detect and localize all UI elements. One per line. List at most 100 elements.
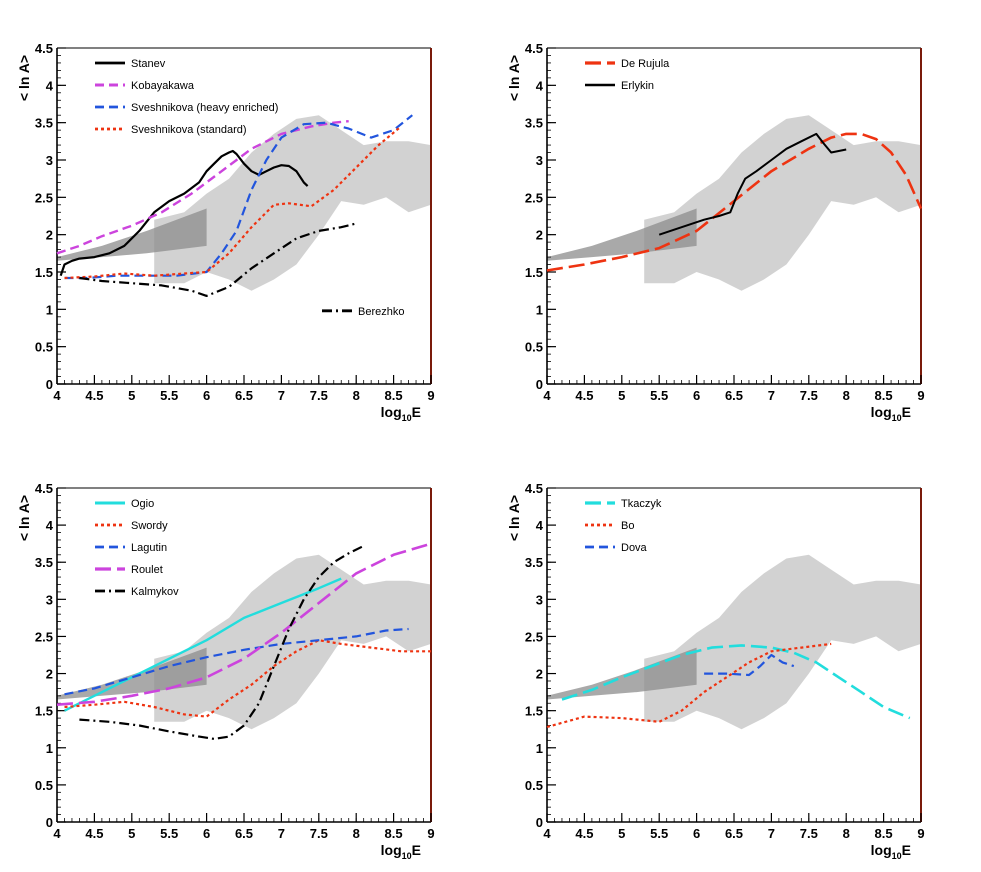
legend-label: Dova xyxy=(621,542,648,554)
x-axis-title-tail: E xyxy=(902,404,911,420)
x-tick-label: 5.5 xyxy=(160,826,178,841)
series-line-de-rujula xyxy=(546,132,923,272)
x-tick-label: 5 xyxy=(128,388,135,403)
panel-top-right: 0 0.5 1 1.5 2 2.5 3 3.5 4 4.5 4 4.5 5 5.5 6 6.5 7 7.5 8 8.5… xyxy=(506,41,925,423)
y-tick-label: 1 xyxy=(46,741,53,756)
panel-top-left: 0 0.5 1 1.5 2 2.5 3 3.5 4 4.5 4 4.5 5 5.5 6 6.5 7 7.5 8 8.5… xyxy=(16,41,435,423)
x-axis-title-main: log xyxy=(381,842,402,858)
y-tick-label: 0 xyxy=(46,377,53,392)
x-tick-label: 8.5 xyxy=(385,826,403,841)
x-axis-title: log10E xyxy=(871,842,911,861)
y-tick-label: 4.5 xyxy=(525,41,543,56)
y-tick-label: 4.5 xyxy=(35,41,53,56)
low-energy-wedge xyxy=(57,647,207,700)
x-tick-label: 8 xyxy=(843,388,850,403)
x-axis-title: log10E xyxy=(381,842,421,861)
uncertainty-band xyxy=(644,554,921,730)
legend-label: De Rujula xyxy=(621,58,670,70)
y-tick-label: 1.5 xyxy=(35,704,53,719)
legend-label: Kalmykov xyxy=(131,586,179,598)
series-line-kalmykov xyxy=(79,544,365,741)
y-tick-label: 3 xyxy=(46,153,53,168)
y-tick-label: 3.5 xyxy=(35,555,53,570)
legend-label: Roulet xyxy=(131,564,163,576)
x-tick-label: 4.5 xyxy=(575,388,593,403)
x-tick-label: 7 xyxy=(278,826,285,841)
x-axis-title-sub: 10 xyxy=(402,413,412,423)
x-tick-label: 7.5 xyxy=(800,388,818,403)
x-axis-title: log10E xyxy=(381,404,421,423)
y-tick-label: 2.5 xyxy=(525,629,543,644)
series-line-sveshnikova-standard xyxy=(64,125,402,280)
x-tick-label: 9 xyxy=(917,388,924,403)
y-tick-label: 2 xyxy=(46,667,53,682)
x-tick-label: 9 xyxy=(917,826,924,841)
series-line-sveshnikova-heavy-enriched xyxy=(64,114,413,280)
x-tick-label: 6.5 xyxy=(235,388,253,403)
panel-bottom-left: 0 0.5 1 1.5 2 2.5 3 3.5 4 4.5 4 4.5 5 5.5 6 6.5 7 7.5 8 8.5… xyxy=(16,481,435,861)
y-tick-label: 0 xyxy=(536,815,543,830)
series-line-bo xyxy=(546,642,832,729)
x-tick-label: 7.5 xyxy=(310,388,328,403)
x-axis-title-sub: 10 xyxy=(892,851,902,861)
y-tick-label: 1 xyxy=(536,302,543,317)
y-tick-label: 2 xyxy=(46,228,53,243)
series-line-kobayakawa xyxy=(56,120,349,255)
y-tick-label: 1.5 xyxy=(35,265,53,280)
x-tick-label: 5 xyxy=(618,826,625,841)
legend-label: Swordy xyxy=(131,520,168,532)
x-axis-title-main: log xyxy=(871,842,892,858)
y-tick-label: 2.5 xyxy=(35,629,53,644)
legend-label: Erlykin xyxy=(621,80,654,92)
y-tick-label: 1.5 xyxy=(525,704,543,719)
legend-label: Kobayakawa xyxy=(131,80,195,92)
y-tick-label: 1 xyxy=(46,302,53,317)
y-tick-label: 0.5 xyxy=(35,778,53,793)
x-tick-label: 6 xyxy=(203,826,210,841)
legend-label: Sveshnikova (standard) xyxy=(131,124,247,136)
x-axis-title-sub: 10 xyxy=(402,851,412,861)
x-tick-label: 8.5 xyxy=(385,388,403,403)
y-tick-label: 2 xyxy=(536,667,543,682)
x-tick-label: 8.5 xyxy=(875,826,893,841)
y-tick-label: 0.5 xyxy=(525,778,543,793)
x-tick-label: 6.5 xyxy=(235,826,253,841)
y-tick-label: 1 xyxy=(536,741,543,756)
x-tick-label: 9 xyxy=(427,826,434,841)
x-tick-label: 7.5 xyxy=(310,826,328,841)
x-tick-label: 4.5 xyxy=(85,388,103,403)
x-tick-label: 5 xyxy=(128,826,135,841)
panel-bottom-right: 0 0.5 1 1.5 2 2.5 3 3.5 4 4.5 4 4.5 5 5.5 6 6.5 7 7.5 8 8.5… xyxy=(506,481,925,861)
y-tick-label: 2.5 xyxy=(525,190,543,205)
y-tick-label: 0.5 xyxy=(35,340,53,355)
y-axis-title: < ln A> xyxy=(506,55,522,101)
uncertainty-band xyxy=(154,554,431,730)
x-tick-label: 7.5 xyxy=(800,826,818,841)
x-tick-label: 4.5 xyxy=(575,826,593,841)
y-tick-label: 4.5 xyxy=(35,481,53,496)
x-axis-title-tail: E xyxy=(412,404,421,420)
y-tick-label: 0 xyxy=(46,815,53,830)
y-tick-label: 4 xyxy=(46,78,54,93)
y-tick-label: 4 xyxy=(46,518,54,533)
x-tick-label: 6.5 xyxy=(725,826,743,841)
x-axis-title-main: log xyxy=(871,404,892,420)
x-tick-label: 5.5 xyxy=(650,388,668,403)
low-energy-wedge xyxy=(547,647,697,700)
y-tick-label: 4 xyxy=(536,518,544,533)
series-line-ogio xyxy=(63,577,342,712)
x-tick-label: 6.5 xyxy=(725,388,743,403)
legend-label: Berezhko xyxy=(358,306,404,318)
y-tick-label: 3 xyxy=(536,592,543,607)
x-tick-label: 5 xyxy=(618,388,625,403)
x-tick-label: 6 xyxy=(203,388,210,403)
y-axis-title: < ln A> xyxy=(506,495,522,541)
y-tick-label: 3.5 xyxy=(525,116,543,131)
low-energy-wedge xyxy=(57,208,207,261)
series-line-dova xyxy=(704,653,795,677)
series-line-erlykin xyxy=(658,132,847,236)
y-tick-label: 3.5 xyxy=(525,555,543,570)
x-tick-label: 8 xyxy=(843,826,850,841)
x-tick-label: 8 xyxy=(353,388,360,403)
